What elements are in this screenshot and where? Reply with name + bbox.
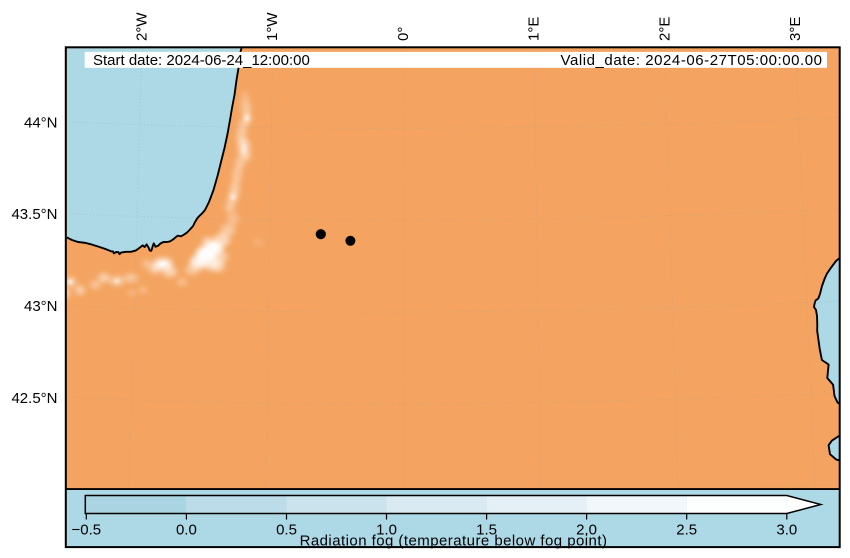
svg-text:Start date: 2024-06-24_12:00:0: Start date: 2024-06-24_12:00:00 [93, 52, 310, 69]
svg-text:1.0: 1.0 [376, 521, 397, 538]
svg-text:2°E: 2°E [656, 17, 673, 41]
svg-text:1.5: 1.5 [476, 521, 497, 538]
svg-text:42.5°N: 42.5°N [11, 390, 57, 407]
svg-text:Radiation fog (temperature bel: Radiation fog (temperature below fog poi… [300, 533, 608, 550]
svg-text:0.5: 0.5 [276, 521, 297, 538]
svg-text:43.5°N: 43.5°N [11, 206, 57, 223]
svg-text:−0.5: −0.5 [71, 521, 101, 538]
svg-text:0.0: 0.0 [176, 521, 197, 538]
svg-text:43°N: 43°N [24, 298, 58, 315]
svg-text:2°W: 2°W [134, 12, 151, 41]
svg-text:Valid_date: 2024-06-27T05:00:0: Valid_date: 2024-06-27T05:00:00.00 [561, 52, 823, 69]
svg-text:2.0: 2.0 [576, 521, 597, 538]
svg-text:2.5: 2.5 [676, 521, 697, 538]
svg-text:44°N: 44°N [24, 114, 58, 131]
svg-text:1°E: 1°E [526, 17, 543, 41]
svg-text:0°: 0° [395, 27, 412, 41]
svg-text:3°E: 3°E [787, 17, 804, 41]
svg-text:3.0: 3.0 [776, 521, 797, 538]
svg-text:1°W: 1°W [264, 12, 281, 41]
